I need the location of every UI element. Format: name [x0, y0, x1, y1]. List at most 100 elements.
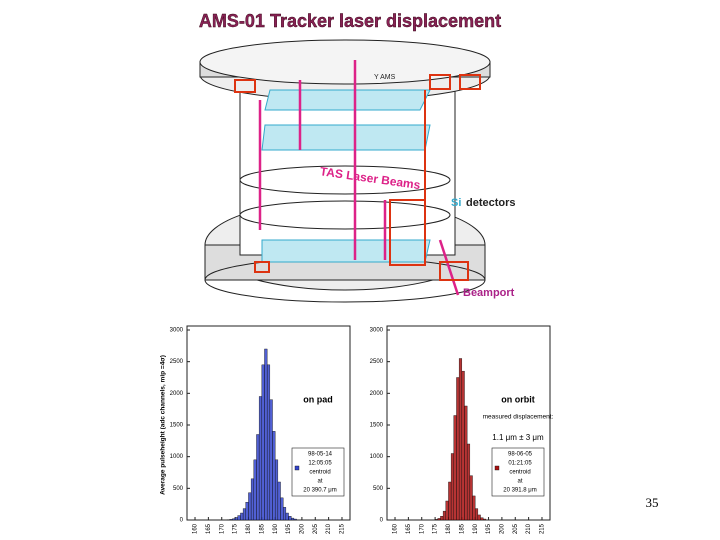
histogram-bar [461, 370, 465, 521]
y-tick-label: 500 [373, 486, 384, 492]
histogram-bar [288, 516, 292, 521]
histogram-bar [450, 453, 455, 521]
histogram-bar [477, 514, 481, 521]
x-tick-label: 170 [419, 523, 425, 534]
annotation: on orbit [501, 394, 535, 404]
si-label: Si [451, 197, 461, 209]
histogram-bar [237, 515, 241, 521]
legend-text: at [317, 479, 322, 485]
x-tick-label: 165 [406, 523, 412, 534]
displacement: 1.1 μm ± 3 μm [492, 433, 544, 442]
histogram-bar [291, 517, 295, 521]
x-tick-label: 205 [313, 523, 319, 534]
legend-text: 01:21:05 [508, 461, 532, 467]
histogram-bar [258, 396, 263, 521]
histogram-bar [250, 478, 255, 521]
y-tick-label: 0 [380, 518, 384, 524]
y-tick-label: 1000 [370, 454, 384, 460]
legend-text: 98-06-05 [508, 452, 533, 458]
histogram-bar [242, 508, 246, 521]
legend-text: 20 390.7 μm [303, 488, 336, 494]
x-tick-label: 200 [299, 523, 305, 534]
x-tick-label: 170 [219, 523, 225, 534]
histogram-bar [442, 510, 446, 521]
histogram-bar [458, 358, 463, 521]
histogram-bar [272, 431, 276, 521]
x-tick-label: 210 [326, 523, 332, 534]
slide-title: AMS-01 Tracker laser displacement [199, 11, 501, 31]
page-number: 35 [646, 495, 659, 510]
y-tick-label: 0 [180, 518, 184, 524]
histogram-bar [448, 481, 452, 521]
x-tick-label: 200 [499, 523, 505, 534]
y-tick-label: 1500 [370, 423, 384, 429]
legend-text: centroid [309, 470, 330, 476]
x-tick-label: 175 [433, 523, 439, 534]
histogram-bar [445, 500, 449, 521]
axis-label: Y AMS [374, 74, 396, 81]
x-tick-label: 215 [540, 523, 546, 534]
histogram-bar [232, 518, 236, 521]
histogram-bar [482, 518, 487, 521]
y-tick-label: 1000 [170, 454, 184, 460]
histogram-bar [240, 512, 244, 521]
x-tick-label: 190 [273, 523, 279, 534]
x-tick-label: 185 [259, 523, 265, 534]
annotation: on pad [303, 394, 333, 404]
histogram-bar [248, 492, 252, 521]
histogram-bar [464, 405, 468, 521]
histogram-bar [480, 517, 484, 521]
x-tick-label: 180 [246, 523, 252, 534]
histogram-bar [234, 517, 238, 521]
histogram-bar [256, 434, 260, 521]
histogram-bar [264, 348, 268, 521]
histogram-bar [280, 497, 284, 521]
x-tick-label: 205 [513, 523, 519, 534]
x-tick-label: 185 [459, 523, 465, 534]
y-tick-label: 500 [173, 486, 184, 492]
legend-text: 98-05-14 [308, 452, 333, 458]
histogram-bar [269, 399, 273, 521]
histogram-bar [229, 519, 233, 521]
y-tick-label: 2000 [370, 391, 384, 397]
histogram-bar [245, 502, 249, 521]
y-axis-label: Average pulseheight (adc channels, mip =… [160, 355, 167, 495]
histogram-bar [437, 518, 441, 521]
histogram-bar [285, 512, 289, 521]
histogram-bar [266, 364, 271, 521]
x-tick-label: 160 [393, 523, 399, 534]
y-tick-label: 2000 [170, 391, 184, 397]
x-tick-label: 165 [206, 523, 212, 534]
legend-text: at [517, 479, 522, 485]
x-tick-label: 215 [340, 523, 346, 534]
legend-box [291, 447, 345, 497]
note: measured displacement: [483, 414, 554, 421]
legend-swatch [294, 465, 300, 471]
legend-text: 20 391.8 μm [503, 488, 536, 494]
histogram-bar [474, 508, 479, 521]
histogram-bar [469, 475, 473, 521]
beamport-label: Beamport [463, 287, 515, 299]
histogram-bar [472, 495, 476, 521]
y-tick-label: 3000 [170, 328, 184, 334]
detectors-label: detectors [466, 197, 516, 209]
legend-swatch [494, 465, 500, 471]
y-tick-label: 2500 [370, 359, 384, 365]
histogram-bar [277, 481, 281, 521]
y-tick-label: 3000 [370, 328, 384, 334]
x-tick-label: 210 [526, 523, 532, 534]
histogram-bar [434, 519, 438, 521]
histogram-bar [274, 459, 279, 521]
histogram-bar [466, 443, 471, 521]
histogram-bar [261, 364, 265, 521]
tracker-diagram [199, 39, 491, 303]
x-tick-label: 160 [193, 523, 199, 534]
histogram-bar [440, 516, 444, 521]
x-tick-label: 195 [486, 523, 492, 534]
x-tick-label: 190 [473, 523, 479, 534]
histogram-bar [282, 507, 287, 521]
x-tick-label: 175 [233, 523, 239, 534]
histogram-bar [293, 518, 297, 521]
histogram-bar [456, 377, 460, 521]
